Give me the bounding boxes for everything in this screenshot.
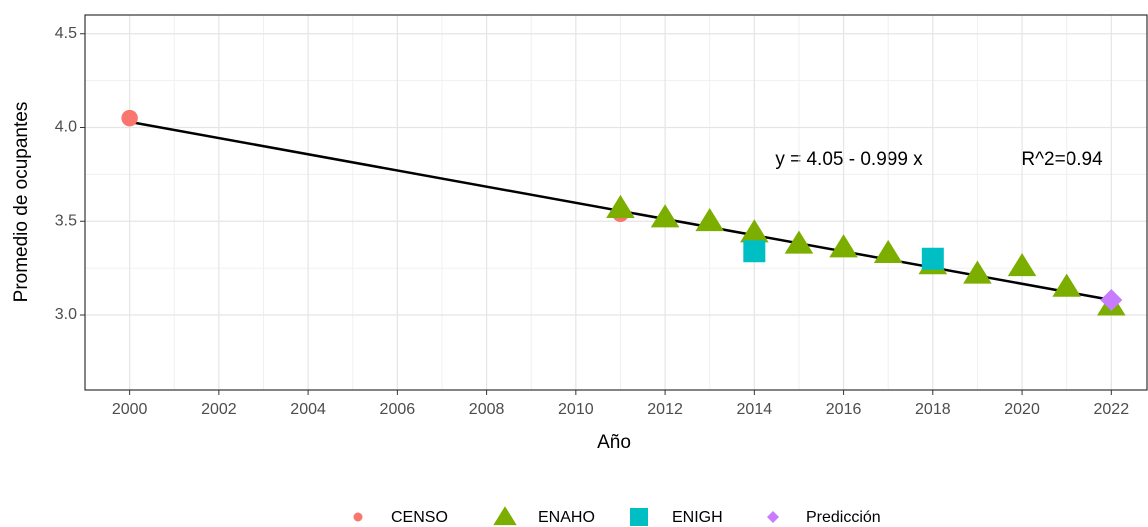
y-tick-label: 3.0: [55, 306, 77, 323]
y-tick-label: 4.0: [55, 119, 77, 136]
legend-label: ENAHO: [538, 509, 595, 526]
data-point: [921, 247, 944, 270]
data-point: [784, 230, 814, 254]
data-point: [829, 234, 858, 258]
x-tick-label: 2014: [737, 401, 773, 418]
x-tick-label: 2006: [380, 401, 416, 418]
data-point: [606, 194, 635, 219]
legend-key: [630, 508, 648, 526]
legend-label: CENSO: [391, 509, 448, 526]
x-tick-label: 2002: [201, 401, 237, 418]
data-point: [963, 260, 992, 284]
x-tick-label: 2018: [915, 401, 951, 418]
data-point: [740, 219, 769, 243]
equation-annotation: y = 4.05 - 0.999 x: [775, 149, 923, 170]
y-axis-title: Promedio de ocupantes: [11, 102, 32, 303]
x-tick-label: 2008: [469, 401, 505, 418]
legend-label: ENIGH: [672, 509, 723, 526]
data-point: [695, 208, 725, 232]
data-point: [121, 109, 138, 127]
y-tick-label: 4.5: [55, 25, 77, 42]
legend-label: Predicción: [806, 509, 881, 526]
data-point: [650, 204, 680, 228]
data-point: [1007, 253, 1037, 277]
r2-annotation: R^2=0.94: [1021, 149, 1103, 170]
x-tick-label: 2022: [1094, 401, 1130, 418]
x-tick-label: 2016: [826, 401, 862, 418]
data-point: [1100, 289, 1123, 311]
x-tick-label: 2010: [558, 401, 594, 418]
legend-key: [493, 506, 517, 526]
data-point: [1052, 273, 1081, 297]
x-tick-label: 2012: [647, 401, 683, 418]
x-tick-label: 2000: [112, 401, 148, 418]
legend-key: [767, 511, 779, 523]
x-tick-label: 2004: [290, 401, 326, 418]
x-axis-title: Año: [597, 432, 631, 453]
legend-key: [353, 512, 363, 522]
data-point: [873, 239, 903, 264]
panel-border: [84, 14, 1148, 391]
x-tick-label: 2020: [1004, 401, 1040, 418]
data-point: [743, 240, 766, 263]
y-tick-label: 3.5: [55, 212, 77, 229]
